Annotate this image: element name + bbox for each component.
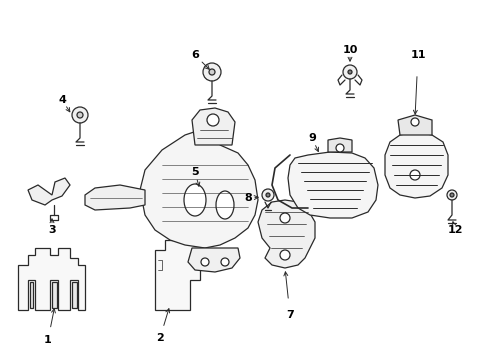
Circle shape [72,107,88,123]
Polygon shape [192,108,235,145]
Text: 12: 12 [447,225,462,235]
Circle shape [342,65,356,79]
Circle shape [201,258,208,266]
Circle shape [262,189,273,201]
Polygon shape [30,282,33,308]
Circle shape [280,250,289,260]
Text: 1: 1 [44,335,52,345]
Text: 11: 11 [409,50,425,60]
Ellipse shape [183,184,205,216]
Ellipse shape [216,191,234,219]
Text: 7: 7 [285,310,293,320]
Polygon shape [397,115,431,135]
Circle shape [206,114,219,126]
Text: 10: 10 [342,45,357,55]
Text: 8: 8 [244,193,251,203]
Polygon shape [327,138,351,152]
Circle shape [409,170,419,180]
Circle shape [203,63,221,81]
Polygon shape [187,248,240,272]
Text: 6: 6 [191,50,199,60]
Polygon shape [155,240,200,310]
Polygon shape [72,282,77,308]
Polygon shape [287,152,377,218]
Circle shape [410,118,418,126]
Circle shape [280,213,289,223]
Polygon shape [384,132,447,198]
Circle shape [208,69,215,75]
Polygon shape [18,248,85,310]
Polygon shape [85,185,145,210]
Polygon shape [28,178,70,205]
Text: 2: 2 [156,333,163,343]
Circle shape [335,144,343,152]
Circle shape [221,258,228,266]
Text: 3: 3 [48,225,56,235]
Circle shape [77,112,83,118]
Text: 4: 4 [58,95,66,105]
Circle shape [347,70,351,74]
Polygon shape [258,200,314,268]
Circle shape [449,193,453,197]
Polygon shape [52,282,57,308]
Text: 5: 5 [191,167,199,177]
Text: 9: 9 [307,133,315,143]
Circle shape [446,190,456,200]
Polygon shape [140,130,258,248]
Circle shape [265,193,269,197]
